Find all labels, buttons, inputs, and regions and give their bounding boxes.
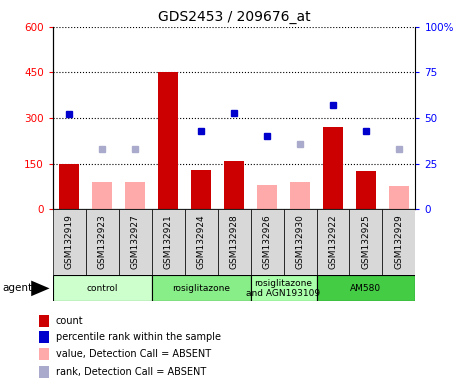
Bar [191,170,211,209]
Text: agent: agent [2,283,33,293]
Text: GSM132921: GSM132921 [164,215,173,269]
Bar [284,209,317,275]
Bar [224,161,244,209]
Text: GSM132924: GSM132924 [196,215,206,269]
Title: GDS2453 / 209676_at: GDS2453 / 209676_at [158,10,310,25]
Bar [86,209,119,275]
Bar [59,164,79,209]
Bar [53,275,151,301]
Bar [151,275,251,301]
Text: GSM132926: GSM132926 [263,215,272,269]
Text: AM580: AM580 [350,284,381,293]
Polygon shape [31,281,50,296]
Text: GSM132919: GSM132919 [65,215,74,269]
Bar [257,185,277,209]
Text: count: count [56,316,83,326]
Text: GSM132922: GSM132922 [329,215,337,269]
Text: percentile rank within the sample: percentile rank within the sample [56,332,220,342]
Text: value, Detection Call = ABSENT: value, Detection Call = ABSENT [56,349,211,359]
Bar [39,331,49,343]
Text: rank, Detection Call = ABSENT: rank, Detection Call = ABSENT [56,367,206,377]
Text: GSM132930: GSM132930 [296,215,304,269]
Text: GSM132929: GSM132929 [394,215,403,269]
Bar [290,182,310,209]
Bar [119,209,151,275]
Bar [317,275,415,301]
Bar [389,187,409,209]
Bar [158,73,178,209]
Bar [151,209,185,275]
Bar [356,171,376,209]
Text: rosiglitazone
and AGN193109: rosiglitazone and AGN193109 [246,279,320,298]
Bar [53,209,86,275]
Bar [349,209,382,275]
Text: GSM132923: GSM132923 [98,215,107,269]
Bar [39,315,49,327]
Bar [317,209,349,275]
Bar [218,209,251,275]
Text: control: control [86,284,118,293]
Bar [323,127,343,209]
Text: GSM132927: GSM132927 [131,215,140,269]
Text: GSM132928: GSM132928 [230,215,239,269]
Bar [39,348,49,360]
Text: GSM132925: GSM132925 [361,215,370,269]
Bar [251,275,317,301]
Bar [382,209,415,275]
Bar [251,209,284,275]
Bar [125,182,145,209]
Bar [92,182,112,209]
Text: rosiglitazone: rosiglitazone [172,284,230,293]
Bar [185,209,218,275]
Bar [39,366,49,378]
